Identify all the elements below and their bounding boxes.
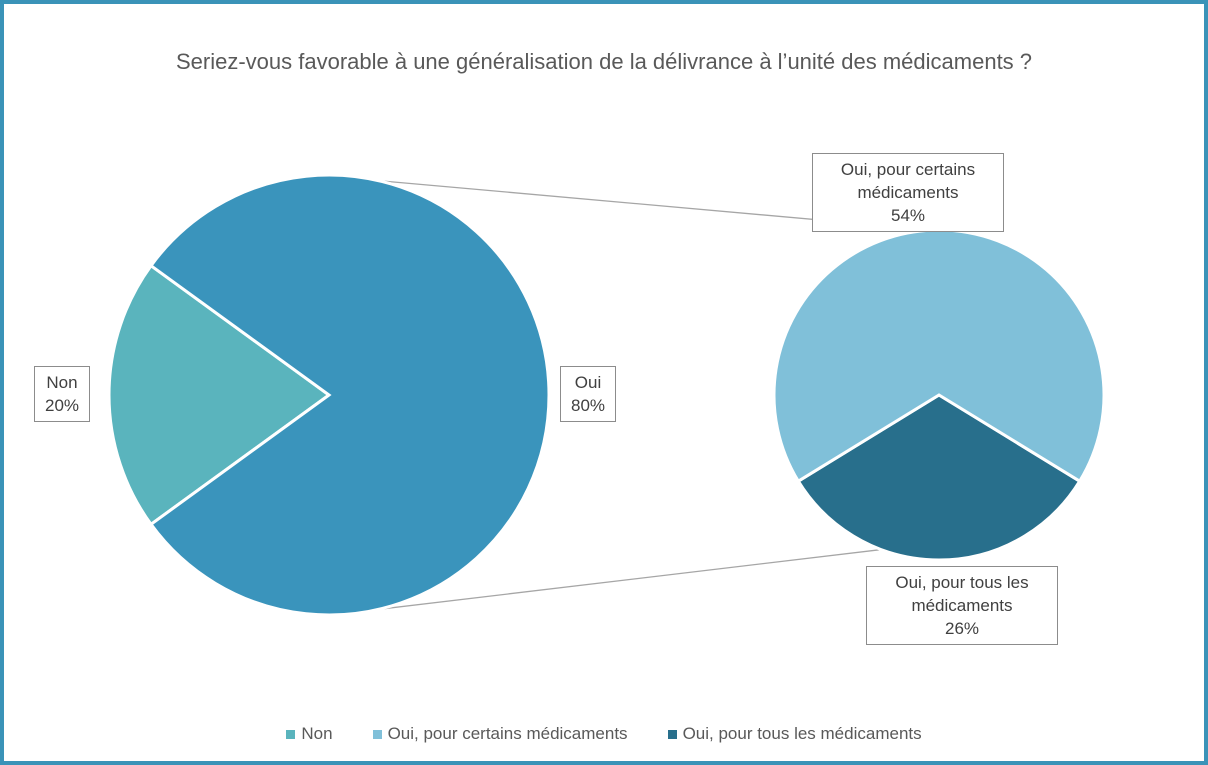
chart-title: Seriez-vous favorable à une généralisati…: [175, 49, 1033, 74]
data-label-value: 20%: [44, 396, 80, 415]
plot: [107, 173, 1106, 617]
data-label: Oui, pour tous les médicaments 26%: [866, 566, 1058, 645]
legend-swatch: [667, 730, 677, 739]
data-label-name: Oui: [574, 373, 602, 392]
legend-swatch: [372, 730, 382, 739]
legend-item: Oui, pour tous les médicaments: [667, 724, 922, 744]
connector: [378, 548, 882, 611]
legend: Non Oui, pour certains médicaments Oui, po…: [4, 724, 1204, 744]
pie-slice: [107, 263, 332, 527]
legend-label: Oui, pour certains médicaments: [387, 724, 628, 743]
data-label: Oui, pour certains médicaments 54%: [812, 153, 1004, 232]
data-label-value: 26%: [944, 619, 980, 638]
data-label-name: Oui, pour certains médicaments: [840, 160, 976, 202]
legend-label: Oui, pour tous les médicaments: [682, 724, 922, 743]
data-label-value: 54%: [890, 206, 926, 225]
data-label-value: 80%: [570, 396, 606, 415]
data-label-name: Oui, pour tous les médicaments: [895, 573, 1029, 615]
pie-slice: [148, 173, 551, 617]
data-label-name: Non: [46, 373, 78, 392]
data-label: Oui 80%: [560, 366, 616, 422]
legend-item: Oui, pour certains médicaments: [372, 724, 628, 744]
data-label: Non 20%: [34, 366, 90, 422]
legend-item: Non: [286, 724, 333, 744]
legend-swatch: [286, 730, 296, 739]
legend-label: Non: [301, 724, 333, 743]
pie-slice: [796, 393, 1082, 562]
